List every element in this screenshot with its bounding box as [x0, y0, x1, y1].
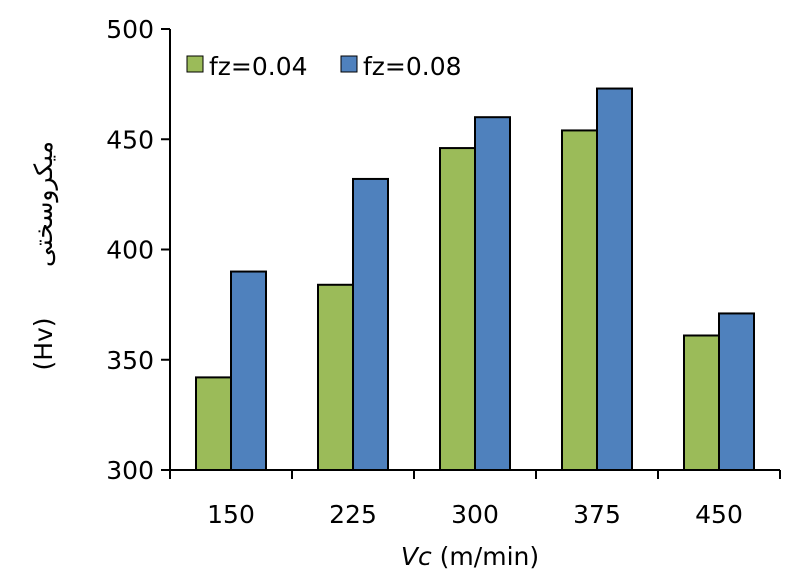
- x-tick-label-225: 225: [329, 500, 377, 529]
- x-axis-ticks: 150 225 300 375 450: [169, 470, 781, 529]
- y-tick-label-500: 500: [106, 15, 154, 44]
- x-axis-title-var: Vc: [401, 542, 432, 571]
- y-tick-label-300: 300: [106, 456, 154, 485]
- bar-fz-004-450: [683, 334, 720, 471]
- axes: [169, 29, 780, 471]
- y-tick-label-400: 400: [106, 236, 154, 265]
- x-tick-label-375: 375: [573, 500, 621, 529]
- bar-fz-004-300: [439, 147, 476, 471]
- x-axis-title: Vc (m/min): [401, 542, 539, 571]
- legend-label-fz-008: fz=0.08: [363, 52, 462, 81]
- x-axis-title-unit: (m/min): [432, 542, 539, 571]
- bar-fz-008-450: [718, 312, 755, 471]
- x-tick-label-300: 300: [451, 500, 499, 529]
- bar-fz-008-300: [474, 116, 511, 471]
- y-axis-title: (Hv) میکروسختی: [29, 141, 59, 371]
- legend: fz=0.04 fz=0.08: [186, 52, 462, 81]
- bars-group: [195, 87, 755, 472]
- bar-fz-004-150: [195, 376, 232, 472]
- y-tick-label-350: 350: [106, 346, 154, 375]
- legend-swatch-fz-004: [186, 55, 204, 73]
- y-axis-title-label: میکروسختی: [29, 141, 59, 267]
- bar-fz-004-375: [561, 129, 598, 471]
- x-tick-label-450: 450: [695, 500, 743, 529]
- legend-swatch-fz-008: [340, 55, 358, 73]
- bar-fz-008-225: [352, 177, 389, 471]
- bar-fz-008-150: [230, 270, 267, 471]
- y-axis-title-unit: (Hv): [29, 317, 58, 370]
- y-tick-label-450: 450: [106, 125, 154, 154]
- bar-fz-004-225: [317, 283, 354, 471]
- x-tick-label-150: 150: [207, 500, 255, 529]
- legend-label-fz-004: fz=0.04: [209, 52, 308, 81]
- y-axis-ticks: 300 350 400 450 500: [106, 15, 170, 485]
- bar-fz-008-375: [596, 87, 633, 471]
